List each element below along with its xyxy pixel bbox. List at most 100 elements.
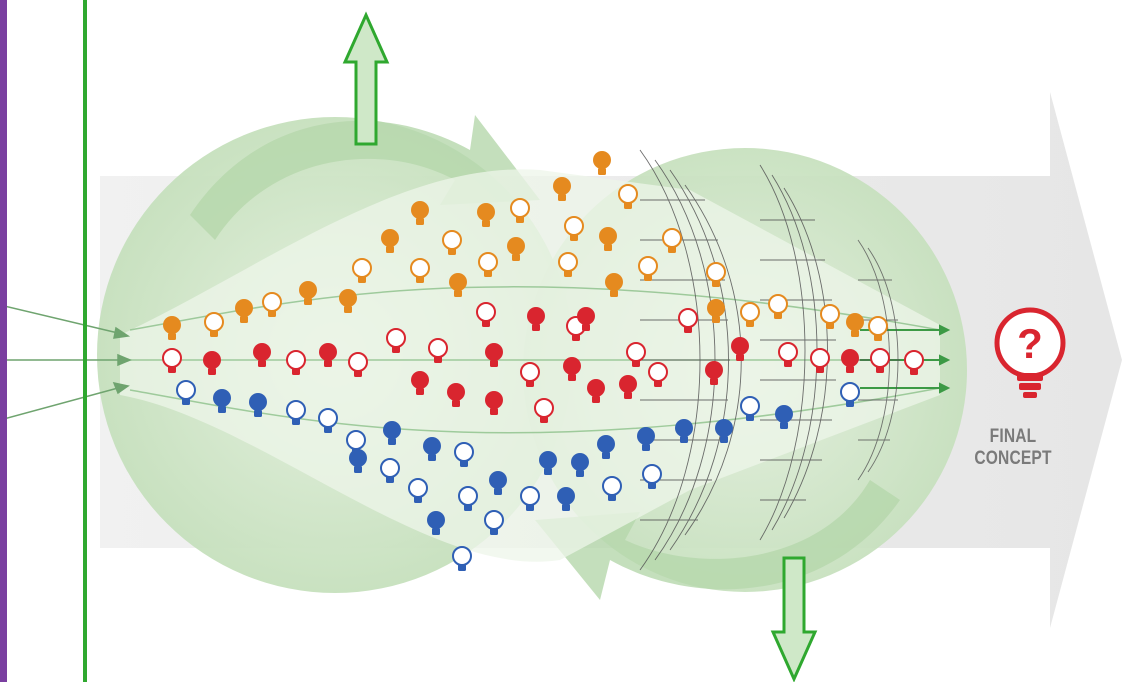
orange-idea-bulb-icon [564, 216, 584, 241]
red-idea-bulb-icon [485, 391, 503, 415]
question-mark: ? [1017, 320, 1043, 367]
orange-idea-bulb-icon [868, 316, 888, 341]
orange-idea-bulb-icon [768, 294, 788, 319]
blue-idea-bulb-icon [380, 458, 400, 483]
blue-idea-bulb-icon [775, 405, 793, 429]
down-arrow [770, 556, 818, 682]
orange-idea-bulb-icon [381, 229, 399, 253]
blue-idea-bulb-icon [675, 419, 693, 443]
red-idea-bulb-icon [253, 343, 271, 367]
blue-idea-bulb-icon [484, 510, 504, 535]
orange-idea-bulb-icon [599, 227, 617, 251]
red-idea-bulb-icon [705, 361, 723, 385]
red-idea-bulb-icon [870, 348, 890, 373]
final-label-line1: FINAL [990, 425, 1037, 447]
orange-idea-bulb-icon [593, 151, 611, 175]
blue-idea-bulb-icon [740, 396, 760, 421]
orange-idea-bulb-icon [163, 316, 181, 340]
orange-idea-bulb-icon [204, 312, 224, 337]
red-idea-bulb-icon [577, 307, 595, 331]
blue-idea-bulb-icon [249, 393, 267, 417]
purple-edge-line [0, 0, 7, 682]
orange-idea-bulb-icon [618, 184, 638, 209]
up-arrow [342, 11, 390, 146]
blue-idea-bulb-icon [637, 427, 655, 451]
blue-idea-bulb-icon [602, 476, 622, 501]
orange-idea-bulb-icon [299, 281, 317, 305]
orange-idea-bulb-icon [411, 201, 429, 225]
red-idea-bulb-icon [678, 308, 698, 333]
blue-idea-bulb-icon [454, 442, 474, 467]
blue-idea-bulb-icon [840, 382, 860, 407]
red-idea-bulb-icon [563, 357, 581, 381]
orange-idea-bulb-icon [740, 302, 760, 327]
orange-idea-bulb-icon [339, 289, 357, 313]
blue-idea-bulb-icon [423, 437, 441, 461]
green-vertical-line [83, 0, 87, 682]
idea-bulbs [162, 151, 924, 571]
red-idea-bulb-icon [476, 302, 496, 327]
final-label-line2: CONCEPT [974, 447, 1051, 469]
red-idea-bulb-icon [203, 351, 221, 375]
red-idea-bulb-icon [319, 343, 337, 367]
blue-idea-bulb-icon [452, 546, 472, 571]
orange-idea-bulb-icon [820, 304, 840, 329]
red-idea-bulb-icon [411, 371, 429, 395]
orange-idea-bulb-icon [449, 273, 467, 297]
cycle-arrow-top [190, 115, 540, 240]
question-bulb-icon: ? [994, 307, 1066, 398]
blue-idea-bulb-icon [176, 380, 196, 405]
red-idea-bulb-icon [348, 352, 368, 377]
red-idea-bulb-icon [778, 342, 798, 367]
blue-idea-bulb-icon [715, 419, 733, 443]
red-idea-bulb-icon [810, 348, 830, 373]
orange-idea-bulb-icon [707, 299, 725, 323]
orange-idea-bulb-icon [478, 252, 498, 277]
blue-idea-bulb-icon [427, 511, 445, 535]
red-idea-bulb-icon [626, 342, 646, 367]
red-idea-bulb-icon [527, 307, 545, 331]
orange-idea-bulb-icon [442, 230, 462, 255]
blue-idea-bulb-icon [597, 435, 615, 459]
red-idea-bulb-icon [386, 328, 406, 353]
blue-idea-bulb-icon [642, 464, 662, 489]
red-idea-bulb-icon [619, 375, 637, 399]
orange-idea-bulb-icon [605, 273, 623, 297]
red-idea-bulb-icon [428, 338, 448, 363]
orange-idea-bulb-icon [662, 228, 682, 253]
red-idea-bulb-icon [587, 379, 605, 403]
red-idea-bulb-icon [841, 349, 859, 373]
red-idea-bulb-icon [447, 383, 465, 407]
red-idea-bulb-icon [162, 348, 182, 373]
filter-net-3 [857, 239, 900, 481]
cycle-arrow-bottom [535, 480, 900, 600]
blue-idea-bulb-icon [349, 449, 367, 473]
red-idea-bulb-icon [286, 350, 306, 375]
blue-idea-bulb-icon [458, 486, 478, 511]
red-idea-bulb-icon [648, 362, 668, 387]
blue-idea-bulb-icon [571, 453, 589, 477]
red-idea-bulb-icon [534, 398, 554, 423]
blue-idea-bulb-icon [383, 421, 401, 445]
blue-idea-bulb-icon [520, 486, 540, 511]
orange-idea-bulb-icon [846, 313, 864, 337]
red-idea-bulb-icon [485, 343, 503, 367]
orange-idea-bulb-icon [558, 252, 578, 277]
orange-idea-bulb-icon [352, 258, 372, 283]
orange-idea-bulb-icon [706, 262, 726, 287]
blue-idea-bulb-icon [318, 408, 338, 433]
blue-idea-bulb-icon [489, 471, 507, 495]
blue-idea-bulb-icon [213, 389, 231, 413]
red-idea-bulb-icon [904, 350, 924, 375]
orange-idea-bulb-icon [262, 292, 282, 317]
orange-idea-bulb-icon [638, 256, 658, 281]
orange-idea-bulb-icon [553, 177, 571, 201]
blue-idea-bulb-icon [408, 478, 428, 503]
orange-idea-bulb-icon [507, 237, 525, 261]
blue-idea-bulb-icon [286, 400, 306, 425]
orange-idea-bulb-icon [235, 299, 253, 323]
orange-idea-bulb-icon [477, 203, 495, 227]
blue-idea-bulb-icon [539, 451, 557, 475]
